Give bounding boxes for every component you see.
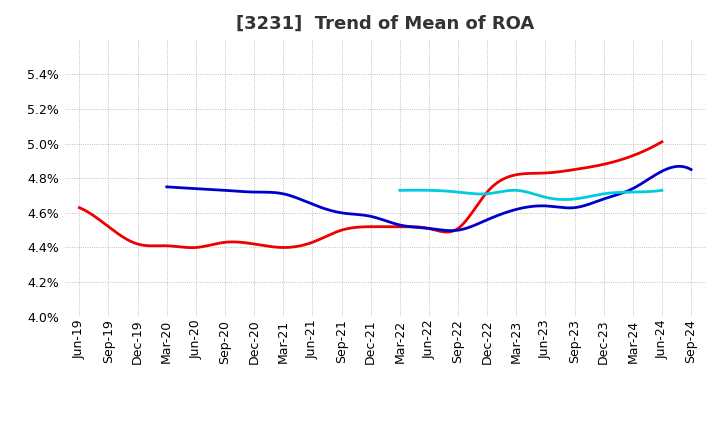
7 Years xyxy=(618,190,627,195)
Title: [3231]  Trend of Mean of ROA: [3231] Trend of Mean of ROA xyxy=(236,15,534,33)
5 Years xyxy=(639,180,648,185)
7 Years xyxy=(552,197,561,202)
3 Years xyxy=(433,228,442,233)
Line: 7 Years: 7 Years xyxy=(400,190,662,199)
7 Years xyxy=(411,187,420,193)
Line: 3 Years: 3 Years xyxy=(79,142,662,248)
5 Years xyxy=(477,220,485,225)
5 Years xyxy=(606,194,615,199)
5 Years xyxy=(474,221,483,226)
5 Years xyxy=(164,184,173,190)
5 Years xyxy=(687,167,696,172)
3 Years xyxy=(657,139,666,144)
7 Years xyxy=(560,197,569,202)
5 Years xyxy=(163,184,171,190)
3 Years xyxy=(77,206,86,211)
3 Years xyxy=(605,160,613,165)
7 Years xyxy=(657,188,666,193)
5 Years xyxy=(675,164,683,169)
Line: 5 Years: 5 Years xyxy=(167,166,691,231)
7 Years xyxy=(395,188,404,193)
5 Years xyxy=(446,228,455,233)
3 Years xyxy=(422,225,431,231)
7 Years xyxy=(396,188,405,193)
3 Years xyxy=(568,167,577,172)
7 Years xyxy=(557,197,565,202)
3 Years xyxy=(75,205,84,210)
5 Years xyxy=(485,216,494,221)
3 Years xyxy=(424,226,433,231)
7 Years xyxy=(635,189,644,194)
3 Years xyxy=(188,245,197,250)
7 Years xyxy=(552,196,560,202)
